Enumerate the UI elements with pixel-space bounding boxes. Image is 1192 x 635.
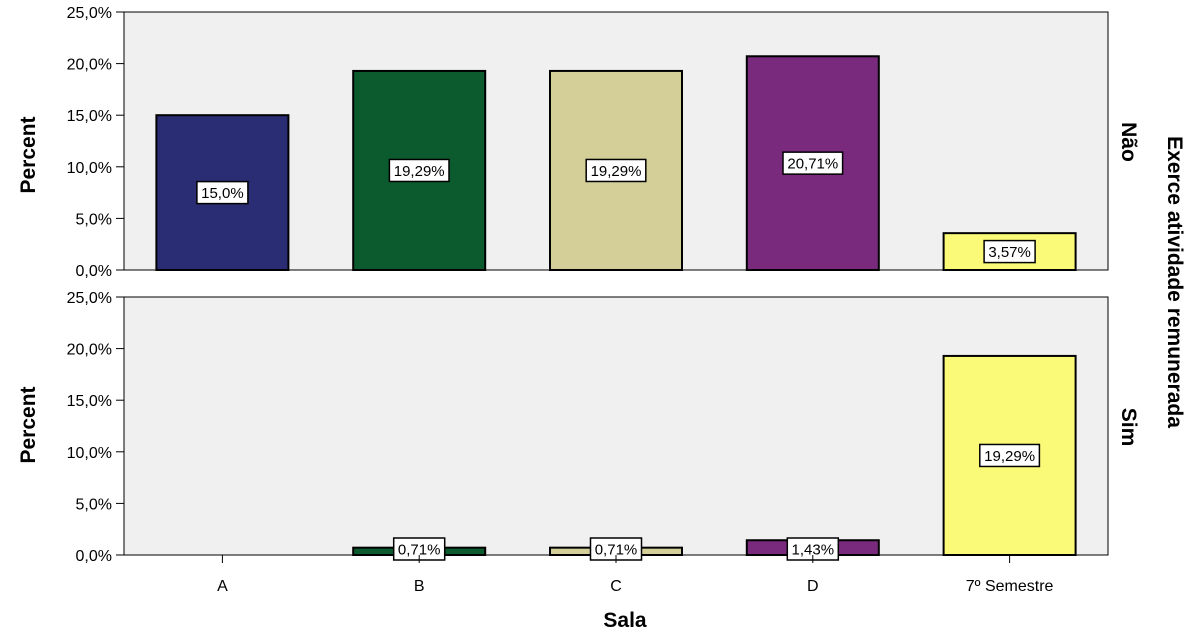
y-tick-label: 10,0%	[67, 445, 112, 462]
data-label: 15,0%	[201, 185, 244, 202]
data-label: 20,71%	[787, 156, 838, 173]
y-tick-label: 20,0%	[67, 342, 112, 359]
x-axis-title: Sala	[603, 609, 647, 632]
data-label-box	[979, 443, 1041, 468]
data-label: 0,71%	[595, 542, 638, 559]
x-tick-label: C	[610, 578, 622, 595]
data-label-box	[585, 158, 647, 183]
panel-title-sim: Sim	[1117, 408, 1140, 447]
y-tick-label: 0,0%	[76, 263, 112, 280]
data-label: 3,57%	[988, 244, 1031, 261]
y-tick-label: 5,0%	[76, 496, 112, 513]
data-label-box	[983, 239, 1036, 264]
y-axis-title-top: Percent	[17, 116, 40, 193]
y-tick-label: 25,0%	[67, 5, 112, 22]
y-tick-label: 0,0%	[76, 548, 112, 565]
data-label: 0,71%	[398, 542, 441, 559]
y-axis-title-bottom: Percent	[17, 386, 40, 463]
data-label: 1,43%	[792, 542, 835, 559]
data-label: 19,29%	[591, 163, 642, 180]
y-tick-label: 20,0%	[67, 57, 112, 74]
panel-title-nao: Não	[1117, 122, 1140, 162]
x-tick-label: D	[807, 578, 819, 595]
y-tick-label: 5,0%	[76, 211, 112, 228]
x-tick-label: 7º Semestre	[966, 578, 1054, 595]
x-tick-label: B	[414, 578, 425, 595]
facet-axis-title: Exerce atividade remunerada	[1163, 136, 1186, 428]
y-tick-label: 10,0%	[67, 160, 112, 177]
plot-area: 0,0% 5,0% 10,0% 15,0% 20,0% 25,0% 15,0% 19,29% 1…	[67, 5, 1109, 595]
y-tick-label: 15,0%	[67, 108, 112, 125]
data-label-box	[388, 158, 450, 183]
data-label: 19,29%	[394, 163, 445, 180]
y-tick-label: 25,0%	[67, 290, 112, 307]
data-label-box	[782, 151, 844, 175]
data-label-box	[196, 180, 249, 205]
data-label: 19,29%	[984, 448, 1035, 465]
x-tick-label: A	[217, 578, 228, 595]
y-tick-label: 15,0%	[67, 393, 112, 410]
